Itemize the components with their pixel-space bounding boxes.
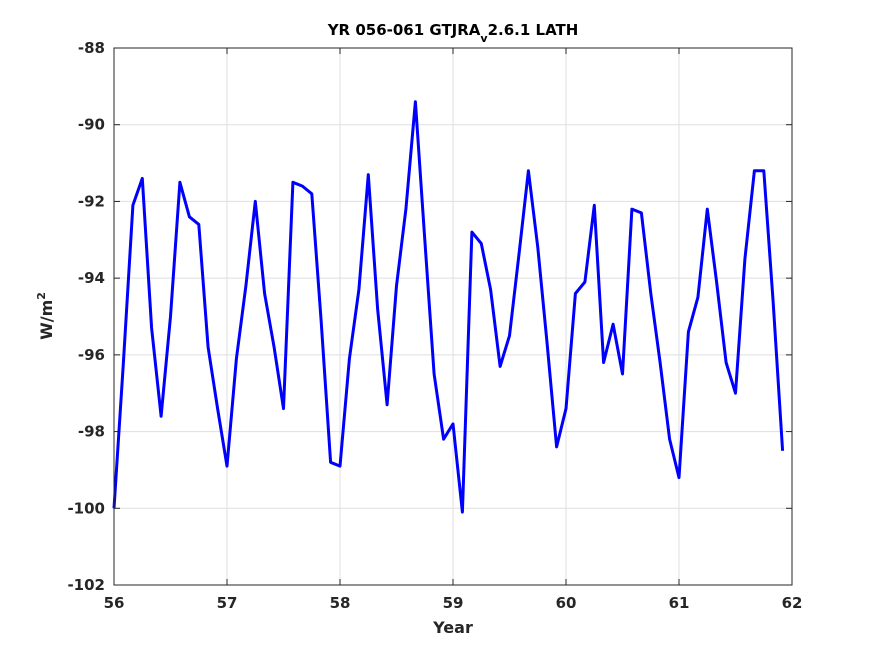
y-axis-label-base: W/m xyxy=(37,300,56,340)
series-line xyxy=(112,100,785,514)
y-tick-label: -96 xyxy=(78,346,105,364)
y-tick-label: -94 xyxy=(78,269,105,287)
x-axis-label: Year xyxy=(432,618,473,637)
chart-title-prefix: YR 056-061 GTJRA xyxy=(327,21,481,39)
x-tick-label: 60 xyxy=(556,594,577,612)
chart-title-suffix: 2.6.1 LATH xyxy=(488,21,579,39)
y-axis: -102 -100 -98 -96 -94 -92 -90 -88 xyxy=(67,39,792,594)
x-tick-label: 62 xyxy=(782,594,803,612)
y-axis-label-superscript: 2 xyxy=(35,292,48,300)
x-tick-label: 61 xyxy=(669,594,690,612)
chart-title: YR 056-061 GTJRAv2.6.1 LATH xyxy=(327,21,579,45)
y-tick-label: -100 xyxy=(67,499,105,517)
x-axis: 56 57 58 59 60 61 62 xyxy=(104,48,803,612)
y-axis-label: W/m2 xyxy=(35,292,56,340)
y-tick-label: -90 xyxy=(78,116,105,134)
x-tick-label: 58 xyxy=(330,594,351,612)
y-tick-label: -98 xyxy=(78,423,105,441)
x-tick-label: 59 xyxy=(443,594,464,612)
series-layer xyxy=(112,100,785,514)
chart-title-subscript: v xyxy=(480,32,488,45)
y-tick-label: -92 xyxy=(78,192,105,210)
x-tick-label: 57 xyxy=(217,594,238,612)
y-tick-label: -88 xyxy=(78,39,105,57)
x-tick-label: 56 xyxy=(104,594,125,612)
plot-frame xyxy=(113,47,793,586)
y-tick-label: -102 xyxy=(67,576,105,594)
